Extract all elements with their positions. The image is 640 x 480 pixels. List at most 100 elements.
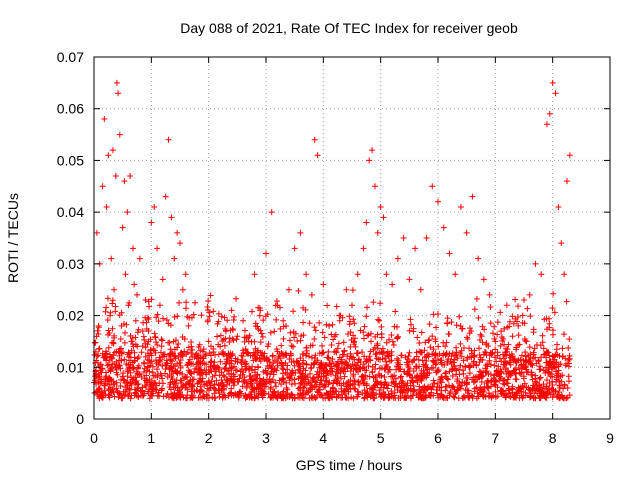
data-point (158, 387, 165, 394)
data-point (493, 358, 500, 365)
data-point (541, 316, 548, 323)
data-point (282, 360, 289, 367)
data-point (457, 362, 464, 369)
data-point (173, 394, 180, 401)
data-point (255, 364, 262, 371)
data-point (183, 299, 190, 306)
data-point (330, 360, 337, 367)
data-point (426, 336, 433, 343)
data-point (134, 291, 140, 298)
data-point (221, 351, 228, 358)
data-point (228, 385, 235, 392)
data-point (484, 363, 491, 370)
data-point (132, 317, 139, 324)
data-point (513, 376, 520, 383)
data-point (532, 260, 539, 267)
data-point (223, 376, 230, 383)
data-point (182, 373, 189, 380)
data-point (314, 357, 321, 364)
data-point (196, 341, 203, 348)
data-point (520, 384, 527, 391)
data-point (99, 183, 106, 190)
data-point (340, 339, 347, 346)
data-point (265, 391, 272, 398)
data-point (454, 386, 461, 393)
data-point (106, 392, 113, 399)
data-point (184, 313, 191, 320)
data-point (248, 367, 255, 374)
data-point (211, 381, 218, 388)
data-point (204, 385, 211, 392)
data-point (501, 325, 508, 332)
data-point (239, 353, 246, 360)
data-point (120, 370, 127, 377)
data-point (458, 347, 465, 354)
data-point (364, 332, 371, 339)
data-point (286, 337, 293, 344)
data-point (518, 366, 525, 373)
data-point (179, 353, 186, 360)
data-point (286, 356, 293, 363)
data-point (458, 325, 465, 332)
data-point (544, 388, 551, 395)
data-point (364, 391, 371, 398)
data-point (262, 367, 269, 374)
data-point (363, 313, 370, 320)
data-point (318, 380, 325, 387)
data-point (559, 345, 566, 352)
data-point (273, 346, 280, 353)
data-point (463, 229, 470, 236)
data-point (327, 387, 334, 394)
data-point (121, 178, 128, 185)
data-point (248, 381, 255, 388)
data-point (547, 373, 554, 380)
data-point (435, 198, 441, 205)
data-point (403, 382, 410, 389)
data-point (436, 384, 443, 391)
data-point (489, 349, 496, 356)
data-point (278, 342, 285, 349)
data-point (469, 193, 476, 200)
data-point (491, 323, 498, 330)
data-point (113, 364, 120, 371)
data-point (114, 387, 121, 394)
data-point (423, 372, 430, 379)
data-point (333, 303, 340, 310)
data-point (368, 338, 375, 345)
data-point (296, 373, 303, 380)
data-point (303, 271, 310, 278)
data-point (379, 345, 386, 352)
data-point (485, 390, 492, 397)
data-point (113, 379, 120, 386)
data-point (540, 367, 547, 374)
data-point (405, 368, 412, 375)
data-point (483, 380, 490, 387)
data-point (141, 390, 148, 397)
data-point (159, 337, 166, 344)
data-point (369, 369, 376, 376)
data-point (546, 324, 553, 331)
data-point (494, 352, 501, 359)
data-point (146, 395, 153, 402)
data-point (238, 366, 245, 373)
data-point (160, 351, 167, 358)
data-point (202, 352, 209, 359)
data-point (194, 369, 201, 376)
data-point (319, 329, 326, 336)
data-point (494, 370, 501, 377)
data-point (340, 351, 347, 358)
data-point (511, 394, 518, 401)
data-point (560, 385, 567, 392)
data-point (377, 203, 384, 210)
data-point (500, 335, 507, 342)
data-point (398, 373, 405, 380)
data-point (118, 345, 125, 352)
data-point (317, 377, 324, 384)
data-point (188, 384, 195, 391)
data-point (121, 339, 128, 346)
data-point (185, 322, 192, 329)
data-point (425, 337, 432, 344)
data-point (341, 373, 348, 380)
data-point (252, 366, 259, 373)
data-point (443, 394, 450, 401)
